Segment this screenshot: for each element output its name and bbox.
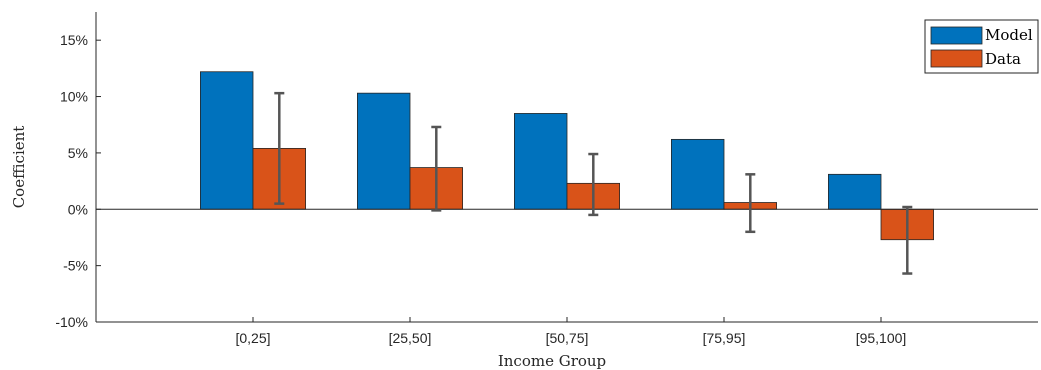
legend-label-data: Data [985,50,1021,68]
x-tick-label: [0,25] [235,330,270,346]
bar-model [357,92,411,210]
y-axis-title: Coefficient [10,126,28,209]
plot-area: -10% -5% 0% 5% 10% 15% [0,25] [25,50] [50,75] [75… [55,12,1038,346]
y-tick-label: 10% [60,89,88,105]
bar-model [828,173,882,210]
legend-swatch-model [930,26,983,45]
x-tick-label: [75,95] [703,330,746,346]
legend-swatch-data [930,49,983,68]
y-tick-label: -10% [55,314,88,330]
x-tick-label: [25,50] [389,330,432,346]
bar-model [514,113,568,210]
y-tick-label: -5% [63,258,88,274]
y-tick-label: 5% [68,145,88,161]
x-tick-label: [50,75] [546,330,589,346]
y-tick-label: 15% [60,32,88,48]
bar-model [671,138,725,210]
legend-label-model: Model [985,26,1033,44]
x-tick-label: [95,100] [856,330,907,346]
x-axis-title: Income Group [498,352,606,370]
bar-model [200,71,254,210]
y-tick-label: 0% [68,201,88,217]
legend: Model Data [924,19,1039,74]
